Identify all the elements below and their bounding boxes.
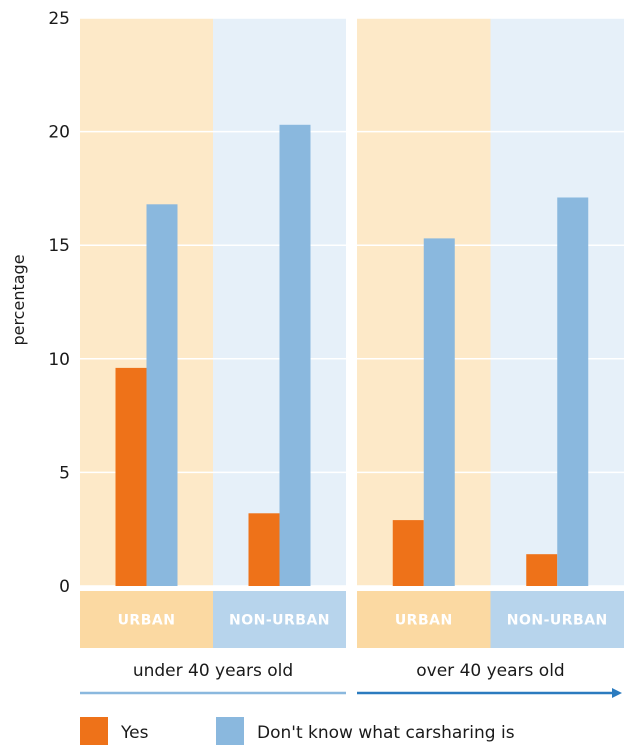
arrow-head-icon — [612, 688, 622, 698]
category-label: NON-URBAN — [229, 613, 330, 629]
y-tick-label: 10 — [48, 350, 70, 370]
y-tick-label: 0 — [59, 577, 70, 597]
category-labels: URBAN NON-URBAN URBAN NON-URBAN — [80, 591, 624, 648]
legend-swatch — [80, 717, 108, 745]
category-label-background — [80, 591, 213, 648]
bars — [115, 124, 589, 586]
category-label-background — [213, 591, 346, 648]
y-axis-ticks: 0 5 10 15 20 25 — [48, 9, 70, 597]
bar-dont-know — [423, 238, 455, 586]
y-tick-label: 20 — [48, 123, 70, 143]
category-label: URBAN — [118, 613, 176, 629]
y-tick-label: 25 — [48, 9, 70, 29]
category-label-background — [357, 591, 491, 648]
legend-label: Don't know what carsharing is — [257, 723, 515, 743]
legend: Yes Don't know what carsharing is — [80, 717, 515, 745]
y-axis-label: percentage — [9, 254, 28, 345]
bar-dont-know — [279, 124, 311, 586]
bar-yes — [248, 513, 280, 586]
group-label: under 40 years old — [133, 661, 293, 681]
category-label: URBAN — [395, 613, 453, 629]
bar-dont-know — [557, 197, 589, 586]
bar-dont-know — [146, 204, 178, 586]
bar-yes — [115, 367, 147, 586]
legend-swatch — [216, 717, 244, 745]
y-tick-label: 5 — [59, 463, 70, 483]
category-label: NON-URBAN — [507, 613, 608, 629]
category-label-background — [490, 591, 624, 648]
group-labels: under 40 years old over 40 years old — [80, 661, 622, 698]
bar-yes — [526, 554, 558, 586]
group-label: over 40 years old — [416, 661, 564, 681]
y-tick-label: 15 — [48, 236, 70, 256]
legend-label: Yes — [120, 723, 149, 743]
bar-yes — [392, 520, 424, 586]
